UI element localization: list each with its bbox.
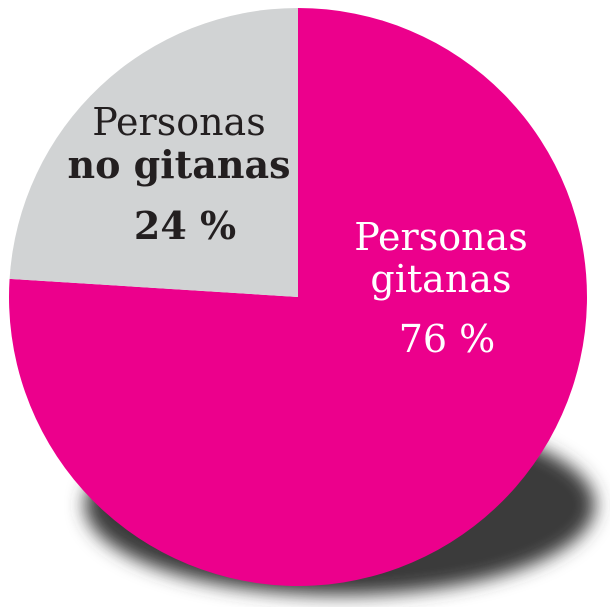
slice-label-no-gitanas: Personas no gitanas 24 % (67, 100, 302, 248)
slice-label-gitanas: Personas gitanas 76 % (354, 215, 540, 361)
slice-gitanas-label-line1: Personas (354, 215, 528, 259)
pie-slice-no-gitanas (9, 8, 298, 297)
slice-gitanas-label-line2: gitanas (370, 257, 511, 301)
slice-no-gitanas-label-line1: Personas (92, 100, 266, 144)
slice-no-gitanas-label-line2: no gitanas (67, 142, 290, 187)
slice-no-gitanas-value-label: 24 % (134, 203, 236, 248)
slice-gitanas-value-label: 76 % (399, 317, 496, 361)
